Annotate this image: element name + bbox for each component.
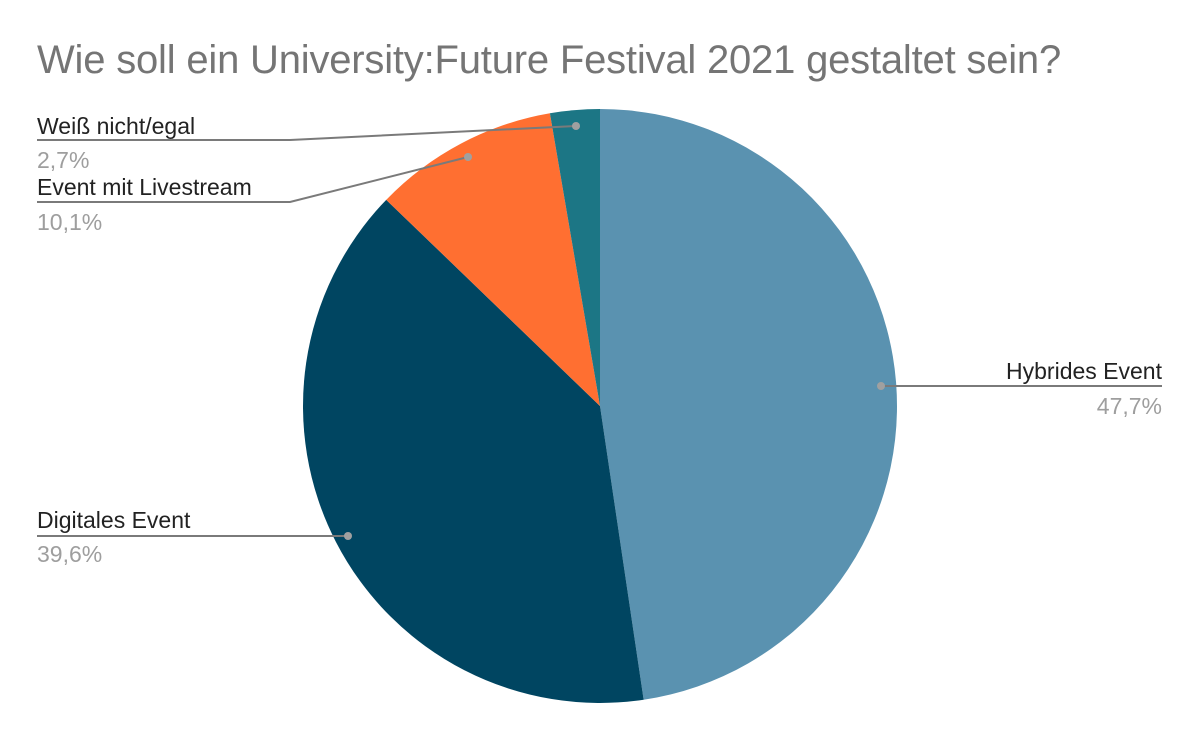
leader-hybrides-event-dot — [877, 382, 885, 390]
label-digitales-event: Digitales Event — [37, 507, 191, 533]
slice-event-mit-livestream — [386, 113, 600, 406]
label-weiss-nicht-egal: Weiß nicht/egal — [37, 113, 196, 139]
slice-weiss-nicht-egal — [549, 109, 600, 406]
slice-digitales-event — [303, 199, 644, 703]
value-weiss-nicht-egal: 2,7% — [37, 147, 90, 173]
label-event-mit-livestream: Event mit Livestream — [37, 174, 252, 200]
leader-digitales-event-dot — [344, 532, 352, 540]
value-digitales-event: 39,6% — [37, 541, 103, 567]
chart-title: Wie soll ein University:Future Festival … — [37, 38, 1062, 82]
leader-weiss-nicht-egal — [37, 125, 577, 141]
label-hybrides-event: Hybrides Event — [1006, 358, 1162, 384]
leader-weiss-nicht-egal-dot — [572, 122, 580, 130]
leader-event-mit-livestream — [37, 156, 469, 203]
leader-event-mit-livestream-dot — [464, 153, 472, 161]
value-hybrides-event: 47,7% — [1096, 393, 1162, 419]
value-event-mit-livestream: 10,1% — [37, 209, 103, 235]
slice-hybrides-event — [600, 109, 897, 700]
